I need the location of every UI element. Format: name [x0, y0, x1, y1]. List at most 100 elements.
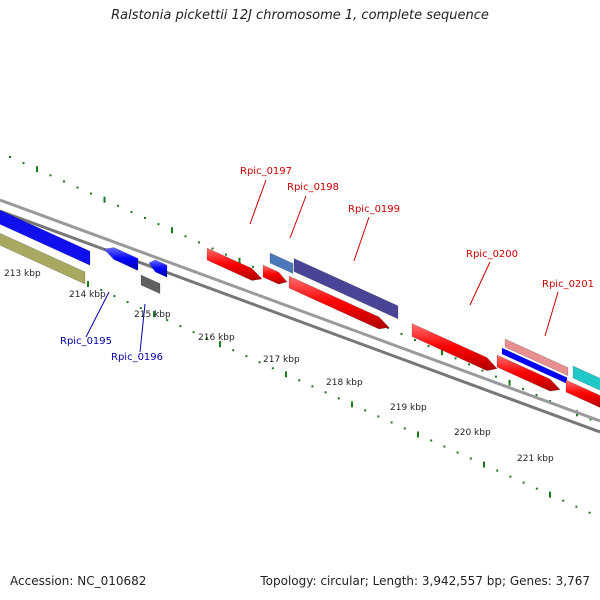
minor-tick — [443, 445, 446, 448]
major-tick — [441, 349, 443, 356]
label-pointer-line — [139, 303, 146, 353]
minor-tick — [535, 487, 538, 490]
minor-tick — [575, 505, 578, 508]
kbp-label: 213 kbp — [4, 269, 41, 279]
minor-tick — [535, 393, 538, 396]
minor-tick — [430, 439, 433, 442]
major-tick — [153, 311, 155, 318]
gene-rpic-0197 — [206, 247, 263, 281]
label-pointer-line — [289, 195, 307, 239]
minor-tick — [468, 363, 470, 366]
gene-blue-bar — [0, 209, 91, 266]
label-pointer-line — [469, 261, 491, 306]
major-tick — [36, 166, 38, 173]
minor-tick — [258, 361, 261, 364]
kbp-label: 216 kbp — [198, 333, 235, 343]
minor-tick — [337, 397, 340, 400]
minor-tick — [139, 307, 142, 310]
minor-tick — [232, 349, 235, 352]
minor-tick — [427, 345, 430, 348]
minor-tick — [76, 186, 79, 189]
gene-rpic-0196 — [140, 274, 161, 295]
backbone-lower — [0, 209, 600, 434]
gene-olive-bar — [0, 232, 86, 285]
minor-tick — [496, 469, 499, 472]
minor-tick — [271, 367, 274, 370]
major-tick — [417, 431, 419, 438]
minor-tick — [22, 162, 25, 165]
gene-label-rpic-0201: Rpic_0201 — [542, 279, 594, 290]
minor-tick — [324, 391, 327, 394]
map-title: Ralstonia pickettii 12J chromosome 1, co… — [111, 8, 489, 23]
gene-label-rpic-0195: Rpic_0195 — [60, 336, 112, 347]
gene-label-rpic-0200: Rpic_0200 — [466, 249, 518, 260]
gene-red-right — [496, 354, 561, 392]
minor-tick — [403, 427, 406, 430]
major-tick — [238, 257, 241, 264]
gene-red-long — [288, 275, 390, 330]
label-pointer-line — [544, 291, 559, 337]
minor-tick — [184, 235, 187, 238]
minor-tick — [205, 337, 208, 340]
major-tick — [285, 371, 287, 378]
minor-tick — [126, 301, 129, 304]
minor-tick — [198, 241, 200, 244]
kbp-label: 219 kbp — [390, 403, 427, 413]
label-pointer-line — [249, 179, 267, 225]
minor-tick — [400, 332, 403, 335]
major-tick — [219, 341, 221, 348]
minor-tick — [390, 421, 393, 424]
major-tick — [351, 401, 353, 408]
minor-tick — [179, 325, 182, 328]
gene-cyan — [572, 365, 600, 391]
gene-label-rpic-0199: Rpic_0199 — [348, 204, 400, 215]
major-tick — [87, 281, 89, 287]
minor-tick — [144, 217, 146, 220]
kbp-label: 218 kbp — [326, 378, 363, 388]
minor-tick — [364, 409, 367, 412]
gene-red-small — [262, 264, 288, 285]
minor-tick — [589, 418, 592, 421]
minor-tick — [9, 156, 11, 158]
minor-tick — [49, 174, 52, 177]
kbp-label: 214 kbp — [69, 290, 106, 300]
minor-tick — [469, 457, 472, 460]
major-tick — [483, 461, 485, 468]
major-tick — [508, 379, 511, 386]
major-tick — [549, 491, 551, 498]
gene-pink-bar — [504, 338, 569, 377]
minor-tick — [522, 481, 525, 484]
minor-tick — [245, 355, 248, 358]
genome-summary-text: Topology: circular; Length: 3,942,557 bp… — [260, 574, 590, 588]
gene-rpic-0198 — [269, 252, 294, 274]
minor-tick — [63, 180, 65, 183]
gene-rpic-0199 — [293, 258, 399, 320]
accession-text: Accession: NC_010682 — [10, 574, 147, 588]
kbp-label: 215 kbp — [134, 310, 171, 320]
gene-blue-small — [148, 259, 168, 278]
minor-tick — [454, 357, 457, 360]
backbone-upper — [0, 198, 600, 423]
minor-tick — [311, 385, 314, 388]
minor-tick — [192, 331, 195, 334]
minor-tick — [298, 379, 301, 382]
gene-label-rpic-0197: Rpic_0197 — [240, 166, 292, 177]
minor-tick — [211, 247, 214, 250]
minor-tick — [130, 210, 133, 213]
gene-label-rpic-0198: Rpic_0198 — [287, 182, 339, 193]
minor-tick — [414, 339, 416, 342]
minor-tick — [252, 265, 254, 268]
minor-tick — [481, 369, 484, 372]
minor-tick — [495, 375, 497, 378]
kbp-label: 217 kbp — [263, 355, 300, 365]
minor-tick — [90, 192, 92, 195]
minor-tick — [117, 204, 119, 207]
minor-tick — [166, 319, 169, 322]
gene-red-edge — [565, 379, 600, 408]
minor-tick — [100, 289, 103, 292]
gene-rpic-0200 — [411, 323, 498, 371]
gene-rpic-0195 — [103, 247, 139, 271]
minor-tick — [456, 451, 459, 454]
minor-tick — [113, 295, 116, 298]
